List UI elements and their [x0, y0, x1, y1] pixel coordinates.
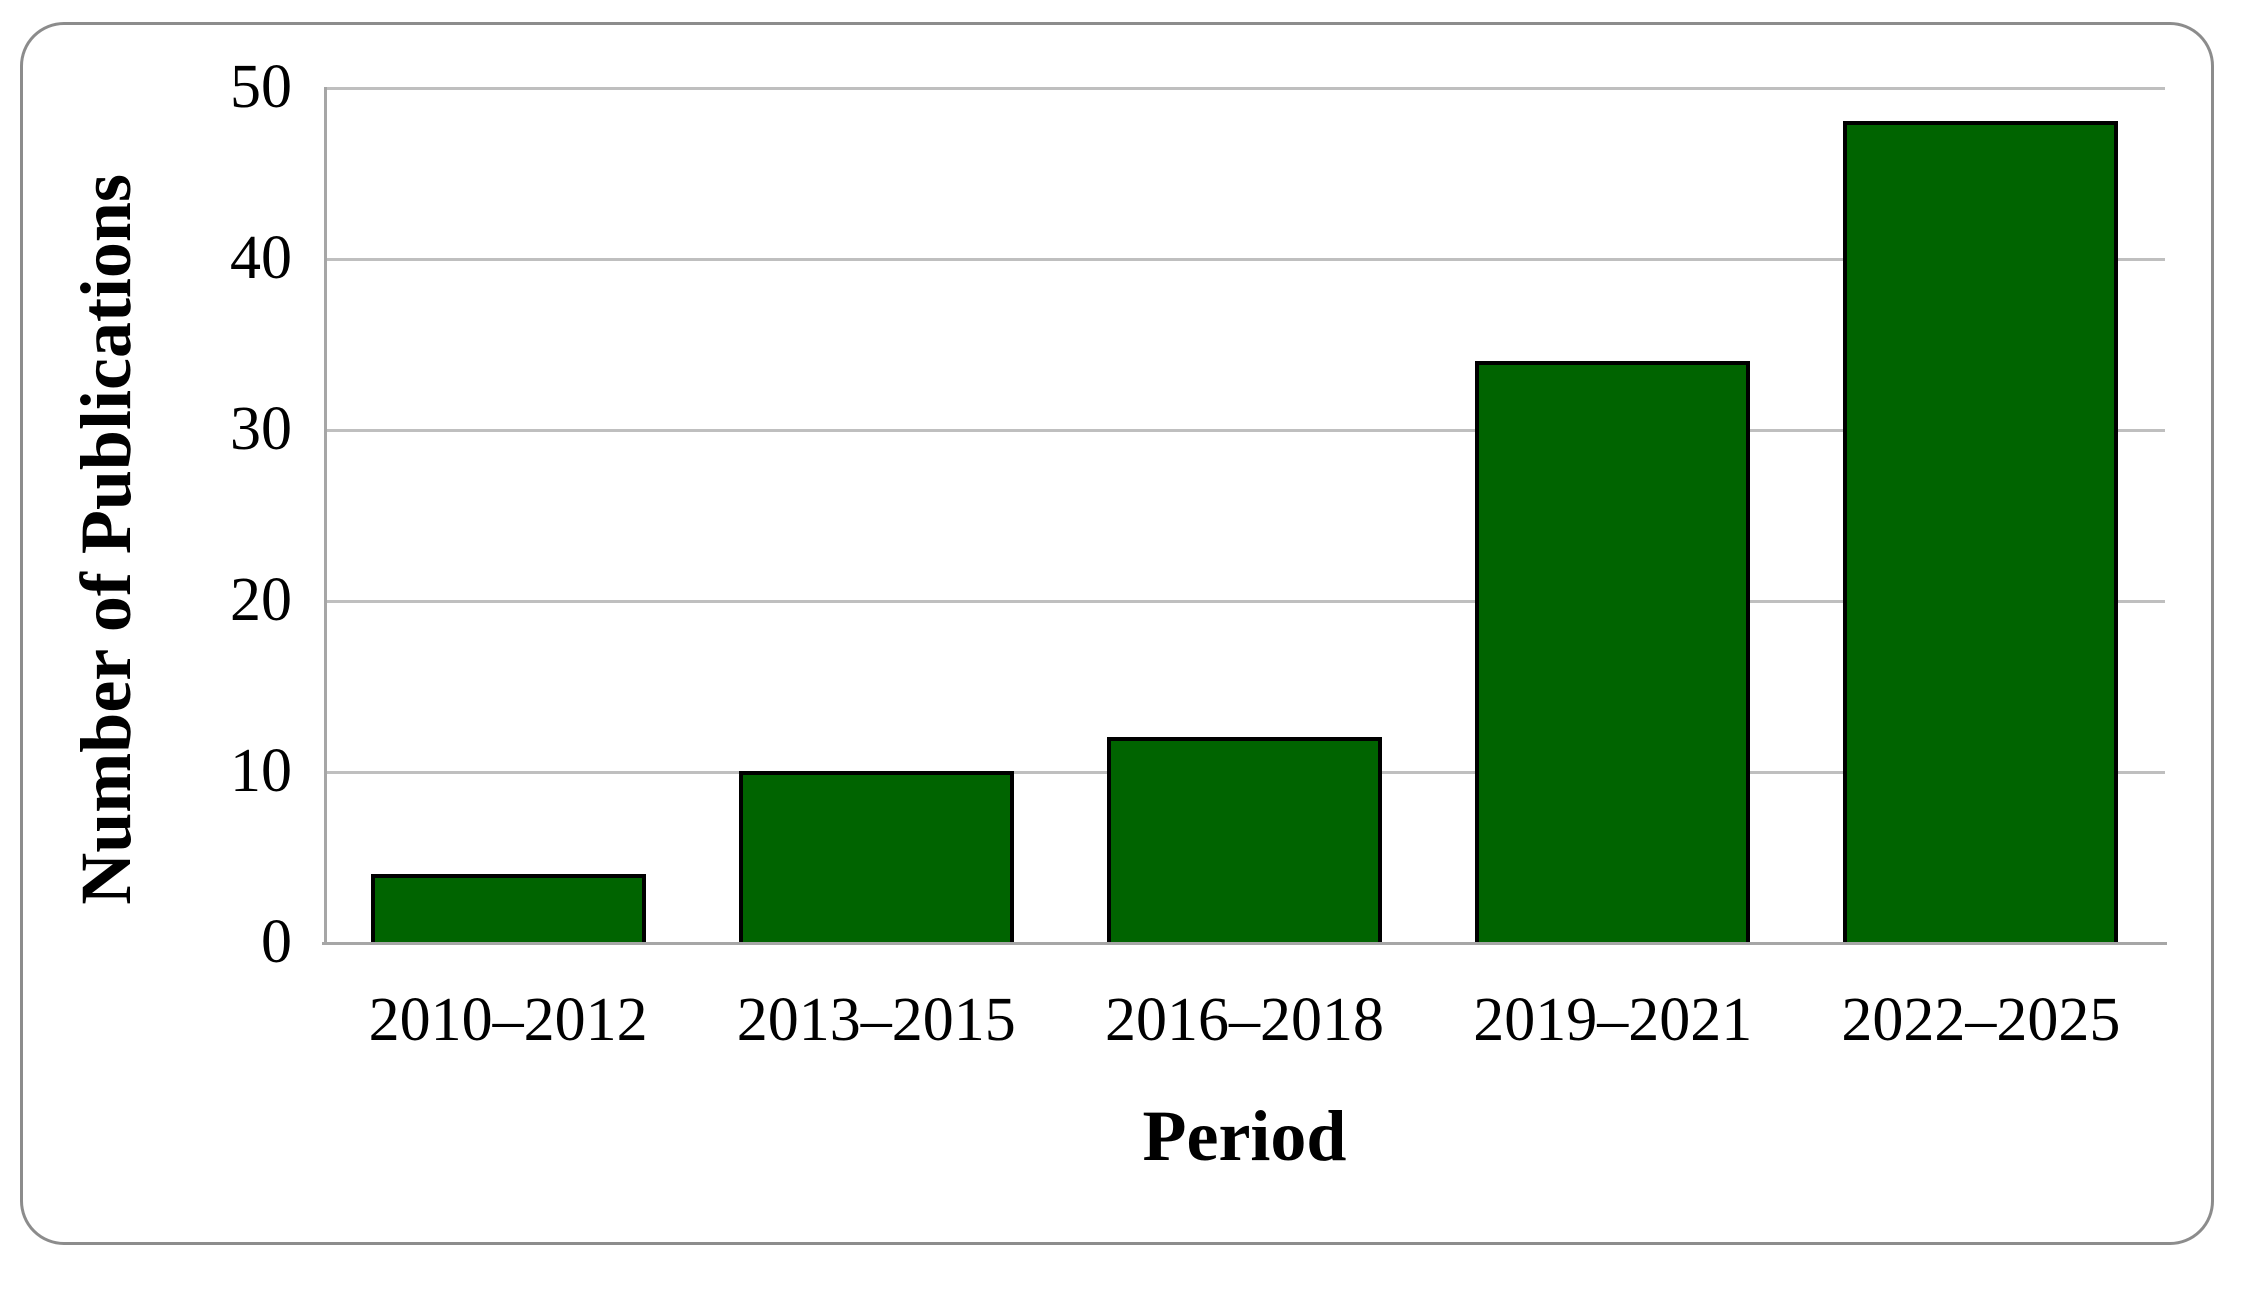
gridline-30 [324, 429, 2165, 432]
x-tick-label-2019–2021: 2019–2021 [1473, 986, 1753, 1054]
gridline-50 [324, 87, 2165, 90]
y-tick-label-50: 50 [230, 53, 292, 121]
x-axis-line [322, 942, 2167, 945]
x-tick-label-2013–2015: 2013–2015 [736, 986, 1016, 1054]
x-tick-label-2022–2025: 2022–2025 [1841, 986, 2121, 1054]
bar-2016–2018 [1107, 736, 1382, 942]
y-tick-label-0: 0 [261, 908, 292, 976]
y-tick-label-40: 40 [230, 224, 292, 292]
bar-2022–2025 [1843, 121, 2119, 942]
gridline-40 [324, 258, 2165, 261]
y-axis-line [324, 87, 327, 945]
x-tick-label-2010–2012: 2010–2012 [368, 986, 648, 1054]
y-tick-label-30: 30 [230, 395, 292, 463]
y-tick-label-10: 10 [230, 737, 292, 805]
x-tick-label-2016–2018: 2016–2018 [1104, 986, 1384, 1054]
bar-2010–2012 [370, 873, 646, 942]
bar-2013–2015 [738, 771, 1014, 942]
gridline-20 [324, 600, 2165, 603]
y-tick-label-20: 20 [230, 566, 292, 634]
x-axis-title: Period [1142, 1096, 1347, 1176]
bar-2019–2021 [1475, 360, 1751, 942]
plot-area [324, 87, 2165, 942]
